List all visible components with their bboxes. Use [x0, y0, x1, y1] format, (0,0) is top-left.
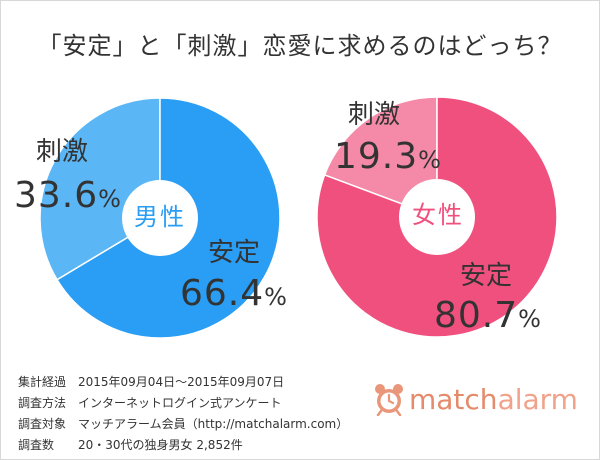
male-stimulus-value: 33.6% — [14, 178, 121, 214]
survey-key: 集計経過 — [18, 375, 67, 389]
survey-value: 20・30代の独身男女 2,852件 — [78, 438, 243, 452]
survey-row: 集計経過 2015年09月04日～2015年09月07日 — [18, 372, 348, 393]
male-stimulus-percent-sign: % — [98, 185, 121, 213]
male-stimulus-label: 刺激 — [36, 137, 89, 167]
female-stable-percent-sign: % — [518, 305, 541, 333]
alarm-clock-icon — [375, 384, 403, 416]
male-center-label: 男性 — [134, 203, 186, 231]
female-stable-value: 80.7% — [434, 298, 541, 334]
female-stimulus-percent: 19.3 — [334, 136, 419, 177]
survey-info: 集計経過 2015年09月04日～2015年09月07日 調査方法 インターネッ… — [18, 372, 348, 456]
brand-logo: matchalarm — [372, 382, 578, 416]
male-stable-percent-sign: % — [264, 283, 287, 311]
survey-key: 調査方法 — [18, 396, 67, 410]
female-donut-hole — [399, 179, 475, 255]
survey-key: 調査数 — [18, 438, 55, 452]
female-stable-label: 安定 — [460, 261, 513, 291]
male-stable-label: 安定 — [208, 238, 261, 268]
brand-name-part1: match — [409, 382, 498, 416]
male-donut-hole — [122, 180, 198, 256]
survey-value: マッチアラーム会員（http://matchalarm.com） — [78, 417, 349, 431]
male-stable-percent: 66.4 — [180, 273, 265, 314]
female-slice-stimulus — [323, 96, 438, 219]
survey-row: 調査方法 インターネットログイン式アンケート — [18, 393, 348, 414]
survey-key: 調査対象 — [18, 417, 67, 431]
male-stimulus-percent: 33.6 — [14, 175, 99, 216]
female-center-label: 女性 — [412, 201, 464, 229]
survey-row: 調査数 20・30代の独身男女 2,852件 — [18, 435, 348, 456]
survey-value: 2015年09月04日～2015年09月07日 — [78, 375, 285, 389]
survey-row: 調査対象 マッチアラーム会員（http://matchalarm.com） — [18, 414, 348, 435]
charts-canvas — [39, 96, 558, 339]
female-stable-percent: 80.7 — [434, 295, 519, 336]
chart-title: 「安定」と「刺激」恋愛に求めるのはどっち？ — [37, 32, 563, 60]
male-stable-value: 66.4% — [180, 276, 287, 312]
female-stimulus-value: 19.3% — [334, 139, 441, 175]
female-stimulus-percent-sign: % — [418, 146, 441, 174]
brand-name-part2: alarm — [497, 382, 578, 416]
survey-value: インターネットログイン式アンケート — [78, 396, 282, 410]
brand-name: matchalarm — [409, 383, 578, 416]
female-stimulus-label: 刺激 — [348, 100, 401, 130]
